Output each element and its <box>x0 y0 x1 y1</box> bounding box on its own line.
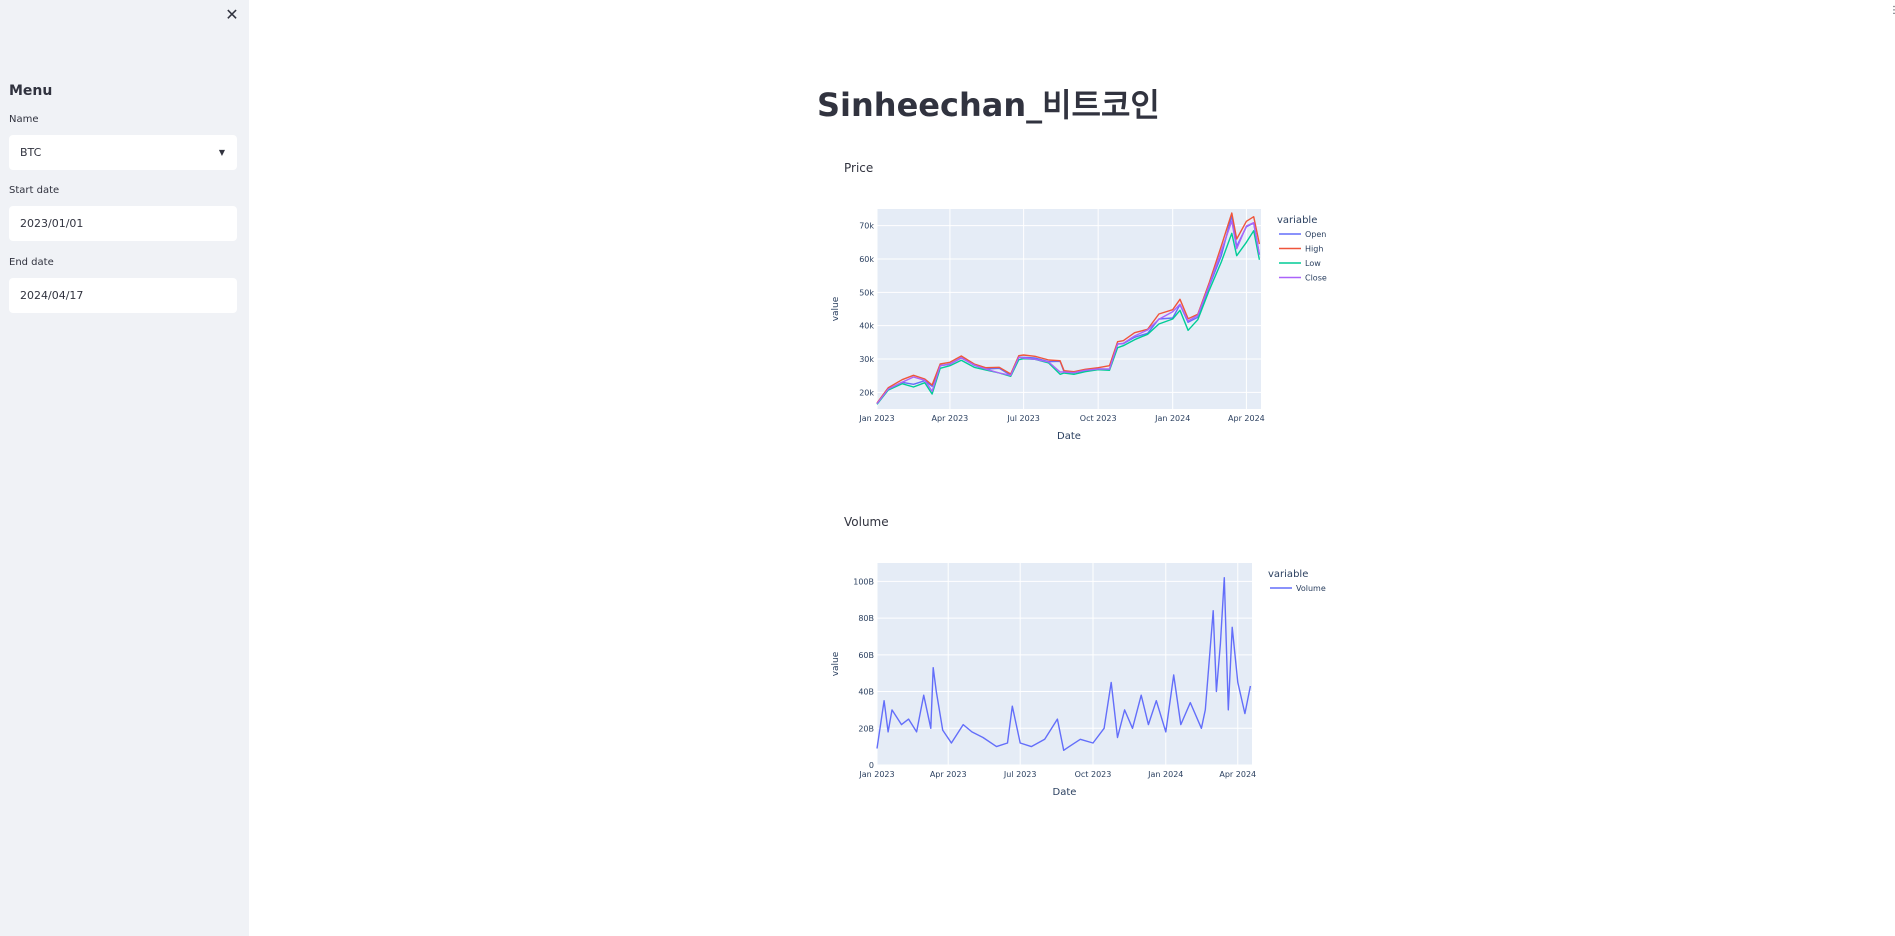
main-menu-icon[interactable]: ⋮ <box>1889 5 1895 16</box>
volume-chart-label: Volume <box>844 515 889 529</box>
legend-item-volume: Volume <box>1296 584 1326 593</box>
x-axis-title: Date <box>1057 431 1081 442</box>
y-tick-label: 70k <box>859 222 874 231</box>
volume-chart[interactable]: 0 20B 40B 60B 80B 100B Jan 2023 Apr 2023 Jul 202… <box>820 552 1340 812</box>
y-tick-label: 100B <box>853 577 874 586</box>
series-line-volume <box>876 577 1252 752</box>
close-icon[interactable]: ✕ <box>225 5 239 24</box>
end-date-input[interactable]: 2024/04/17 <box>9 278 237 313</box>
legend-item-low: Low <box>1305 259 1321 268</box>
legend-title: variable <box>1268 569 1308 580</box>
name-select-value: BTC <box>20 146 42 159</box>
x-tick-label: Jan 2023 <box>858 770 894 779</box>
x-tick-label: Apr 2024 <box>1219 770 1256 779</box>
plot-area <box>877 563 1252 765</box>
x-tick-label: Jan 2023 <box>858 414 894 423</box>
x-tick-label: Oct 2023 <box>1080 414 1117 423</box>
y-tick-label: 50k <box>859 288 874 297</box>
start-date-input[interactable]: 2023/01/01 <box>9 206 237 241</box>
legend-item-open: Open <box>1305 230 1326 239</box>
y-tick-label: 40k <box>859 322 874 331</box>
start-date-label: Start date <box>9 185 60 196</box>
sidebar: ✕ Menu Name BTC ▼ Start date 2023/01/01 … <box>0 0 249 936</box>
y-axis-title: value <box>831 296 841 321</box>
y-tick-label: 60B <box>858 651 874 660</box>
chevron-down-icon: ▼ <box>218 148 225 157</box>
x-axis-title: Date <box>1053 787 1077 798</box>
y-tick-label: 60k <box>859 255 874 264</box>
series-line-close <box>876 220 1261 405</box>
x-tick-label: Jan 2024 <box>1154 414 1190 423</box>
x-tick-label: Jul 2023 <box>1003 770 1037 779</box>
series-line-low <box>876 230 1261 405</box>
y-tick-label: 20B <box>858 724 874 733</box>
y-tick-label: 80B <box>858 614 874 623</box>
name-label: Name <box>9 114 39 125</box>
x-tick-label: Apr 2024 <box>1228 414 1265 423</box>
y-tick-label: 40B <box>858 688 874 697</box>
price-chart[interactable]: 20k 30k 40k 50k 60k 70k Jan 2023 Apr 2023 Jul 20… <box>820 198 1340 458</box>
legend-title: variable <box>1277 215 1317 226</box>
legend-item-close: Close <box>1305 274 1327 283</box>
end-date-label: End date <box>9 257 54 268</box>
x-tick-label: Jul 2023 <box>1006 414 1040 423</box>
x-tick-label: Oct 2023 <box>1075 770 1112 779</box>
price-chart-label: Price <box>844 161 874 175</box>
y-tick-label: 30k <box>859 355 874 364</box>
sidebar-title: Menu <box>9 83 53 99</box>
x-tick-label: Jan 2024 <box>1147 770 1183 779</box>
x-tick-label: Apr 2023 <box>930 770 967 779</box>
name-select[interactable]: BTC ▼ <box>9 135 237 170</box>
y-tick-label: 0 <box>869 761 874 770</box>
y-tick-label: 20k <box>859 388 874 397</box>
series-line-high <box>876 212 1261 404</box>
page-title: Sinheechan_비트코인 <box>817 86 1160 124</box>
y-axis-title: value <box>831 651 841 676</box>
plot-area <box>877 209 1261 409</box>
legend-item-high: High <box>1305 245 1323 254</box>
x-tick-label: Apr 2023 <box>932 414 969 423</box>
